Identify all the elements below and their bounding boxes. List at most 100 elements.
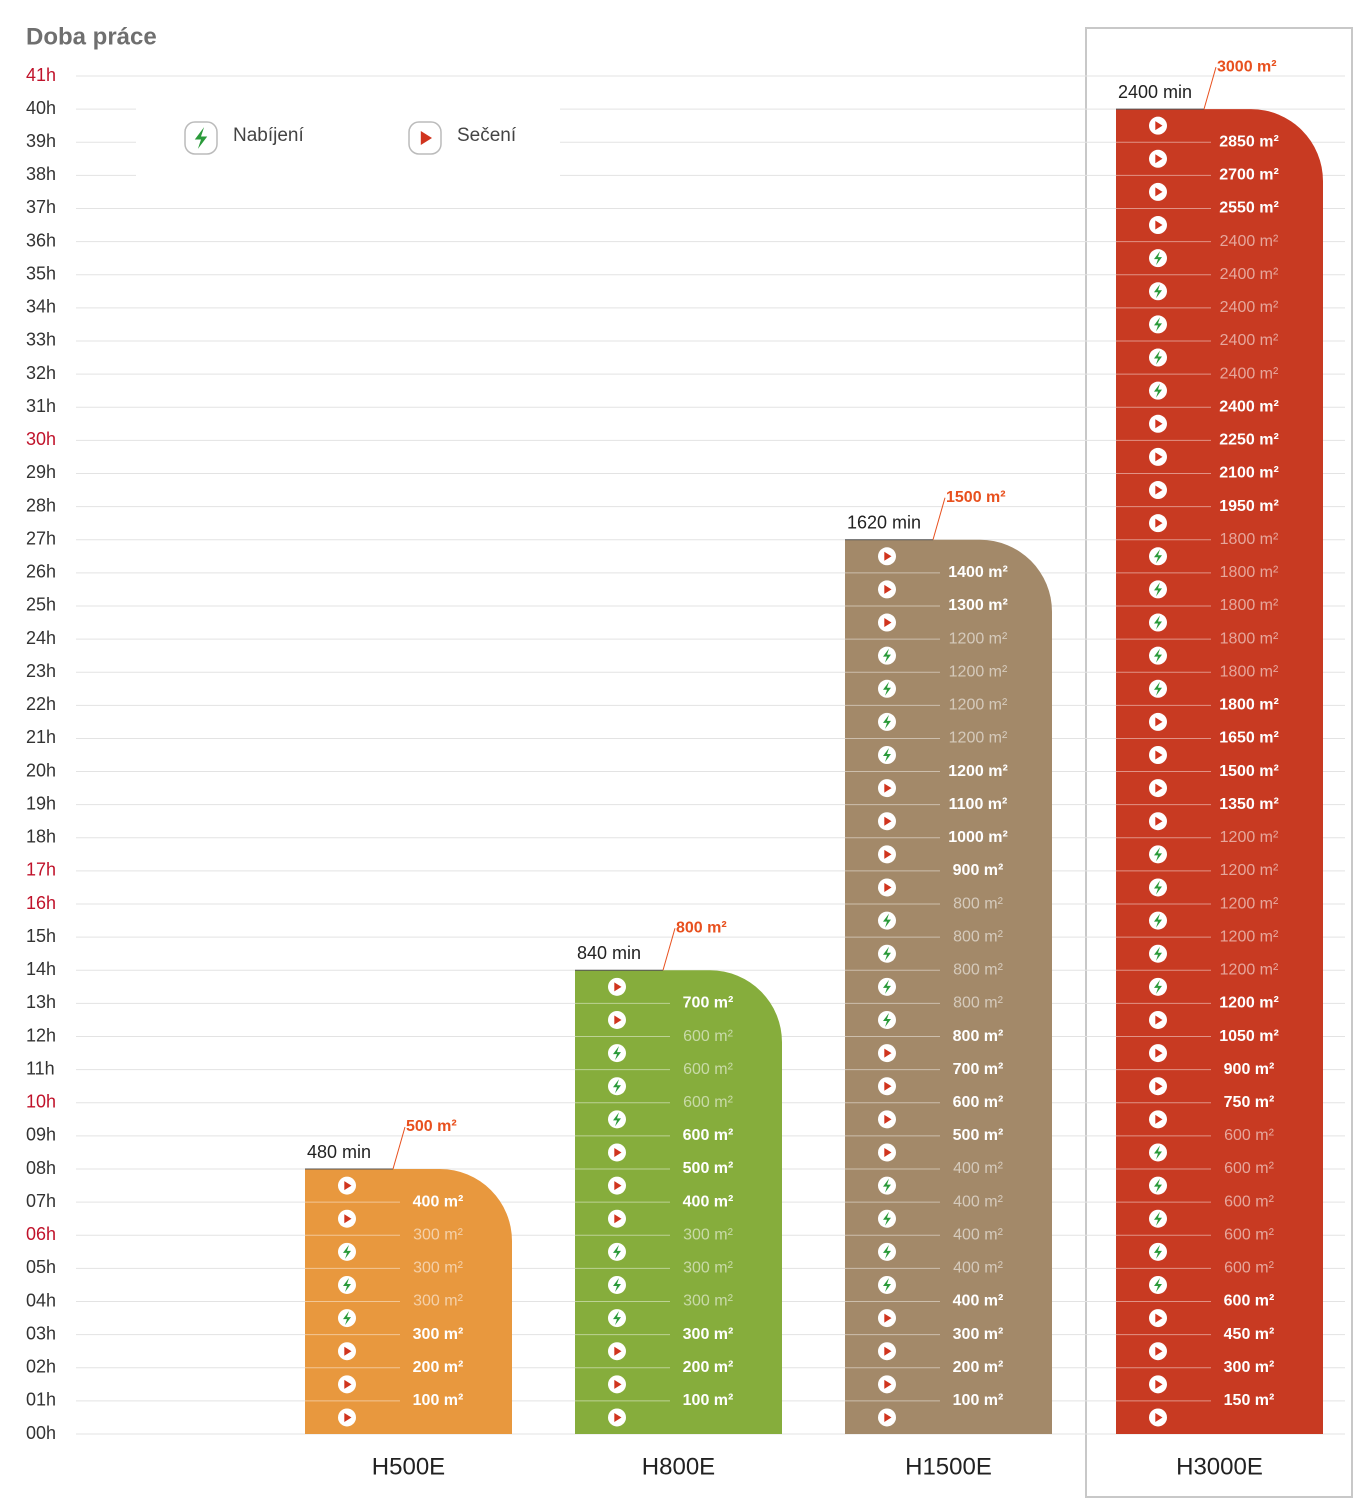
charge-icon: [878, 1275, 896, 1294]
area-label: 1800 m²: [1220, 564, 1279, 581]
area-label: 1200 m²: [1219, 995, 1279, 1012]
play-icon: [411, 124, 439, 152]
charge-icon: [878, 911, 896, 930]
y-tick-label: 35h: [26, 263, 56, 283]
area-label: 600 m²: [683, 1028, 733, 1045]
play-symbol: [884, 816, 892, 826]
play-symbol: [1155, 1048, 1163, 1058]
bolt-symbol: [883, 681, 891, 696]
play-symbol: [884, 849, 892, 859]
bolt-symbol: [1154, 1145, 1162, 1160]
play-icon: [608, 1408, 626, 1427]
area-label: 1500 m²: [1219, 763, 1279, 780]
play-symbol: [1155, 750, 1163, 760]
charge-icon: [187, 124, 215, 152]
play-symbol: [884, 551, 892, 561]
play-symbol: [884, 1081, 892, 1091]
area-label: 900 m²: [1224, 1061, 1275, 1078]
play-icon: [608, 1342, 626, 1361]
play-symbol: [614, 1181, 622, 1191]
play-icon: [1149, 1342, 1167, 1361]
charge-icon: [1149, 911, 1167, 930]
y-tick-label: 19h: [26, 793, 56, 813]
charge-icon: [338, 1275, 356, 1294]
bolt-symbol: [883, 714, 891, 729]
area-label: 2400 m²: [1220, 365, 1279, 382]
play-symbol: [1155, 121, 1163, 131]
play-symbol: [344, 1181, 352, 1191]
total-leader: [392, 1126, 406, 1170]
play-symbol: [1155, 717, 1163, 727]
area-label: 1000 m²: [948, 829, 1008, 846]
charge-icon: [1149, 1143, 1167, 1162]
y-tick-label: 11h: [26, 1058, 55, 1078]
area-label: 600 m²: [683, 1094, 733, 1111]
y-tick-label: 06h: [26, 1224, 56, 1244]
play-icon: [878, 812, 896, 831]
y-tick-label: 41h: [26, 65, 56, 85]
area-label: 1050 m²: [1219, 1028, 1279, 1045]
y-tick-label: 04h: [26, 1290, 56, 1310]
area-label: 1800 m²: [1219, 697, 1279, 714]
bolt-symbol: [1154, 1277, 1162, 1292]
area-label: 600 m²: [1224, 1293, 1275, 1310]
bar: [845, 539, 1052, 1434]
area-label: 500 m²: [953, 1127, 1004, 1144]
y-tick-label: 25h: [26, 595, 56, 615]
play-symbol: [1155, 419, 1163, 429]
bolt-symbol: [1154, 317, 1162, 332]
y-tick-label: 33h: [26, 330, 56, 350]
charge-icon: [338, 1242, 356, 1261]
y-tick-label: 10h: [26, 1092, 56, 1112]
area-label: 900 m²: [953, 862, 1004, 879]
area-label: 2700 m²: [1219, 167, 1279, 184]
charge-icon: [1149, 1275, 1167, 1294]
play-symbol: [1155, 783, 1163, 793]
y-tick-label: 13h: [26, 992, 56, 1012]
y-tick-label: 15h: [26, 926, 56, 946]
area-label: 1400 m²: [948, 564, 1008, 581]
charge-icon: [1149, 1176, 1167, 1195]
area-label: 2850 m²: [1219, 133, 1279, 150]
area-label: 1800 m²: [1220, 531, 1279, 548]
charge-icon: [1149, 315, 1167, 334]
charge-icon: [878, 746, 896, 764]
legend-label: Nabíjení: [233, 125, 304, 146]
play-symbol: [614, 1214, 622, 1224]
y-tick-label: 28h: [26, 495, 56, 515]
play-icon: [1149, 779, 1167, 798]
play-icon: [1149, 1408, 1167, 1427]
play-icon: [1149, 812, 1167, 831]
bar: [305, 1169, 512, 1434]
play-icon: [878, 1044, 896, 1063]
play-symbol: [884, 1313, 892, 1323]
play-icon: [1149, 414, 1167, 433]
play-symbol: [884, 1379, 892, 1389]
bolt-symbol: [1154, 681, 1162, 696]
area-label: 2400 m²: [1219, 398, 1279, 415]
bolt-symbol: [1154, 1211, 1162, 1226]
play-icon: [338, 1176, 356, 1195]
y-tick-label: 30h: [26, 429, 56, 449]
charge-icon: [338, 1309, 356, 1328]
charge-icon: [1149, 613, 1167, 632]
play-icon: [878, 613, 896, 632]
y-tick-label: 40h: [26, 98, 56, 118]
bolt-symbol: [883, 1012, 891, 1027]
charge-icon: [1149, 646, 1167, 665]
play-symbol: [1155, 1379, 1163, 1389]
play-icon: [1149, 116, 1167, 135]
time-label: 2400 min: [1118, 82, 1192, 102]
play-icon: [878, 779, 896, 798]
area-label: 400 m²: [953, 1293, 1004, 1310]
bolt-symbol: [1154, 847, 1162, 862]
bolt-symbol: [883, 648, 891, 663]
y-tick-label: 08h: [26, 1158, 56, 1178]
play-icon: [1149, 1309, 1167, 1328]
area-label: 1950 m²: [1219, 498, 1279, 515]
bolt-symbol: [613, 1277, 621, 1292]
charge-icon: [1149, 1209, 1167, 1228]
bolt-symbol: [1154, 946, 1162, 961]
bar: [1116, 109, 1323, 1434]
